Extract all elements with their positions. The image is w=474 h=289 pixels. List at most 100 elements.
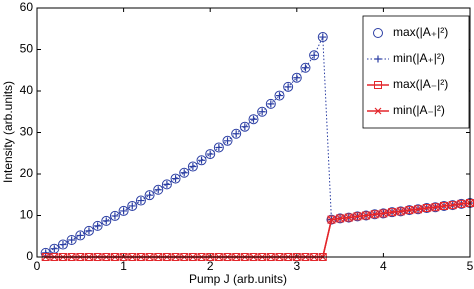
marker bbox=[161, 179, 172, 190]
legend-box bbox=[362, 15, 470, 129]
marker bbox=[362, 212, 370, 219]
marker bbox=[170, 173, 181, 184]
marker bbox=[215, 143, 223, 151]
y-tick-label: 50 bbox=[20, 42, 34, 56]
legend-label: max(|A₋|²) bbox=[393, 77, 448, 91]
marker bbox=[405, 206, 413, 214]
marker bbox=[172, 175, 180, 183]
marker bbox=[232, 130, 240, 138]
y-tick-label: 0 bbox=[26, 249, 33, 263]
marker bbox=[92, 220, 103, 231]
legend-label: max(|A₊|²) bbox=[393, 25, 448, 39]
marker bbox=[457, 200, 465, 208]
y-tick-label: 10 bbox=[20, 208, 34, 222]
marker bbox=[146, 191, 154, 199]
marker bbox=[345, 214, 353, 221]
y-tick-label: 60 bbox=[20, 0, 34, 14]
marker bbox=[144, 190, 155, 201]
marker bbox=[275, 92, 283, 100]
marker bbox=[85, 227, 93, 235]
marker bbox=[267, 100, 275, 108]
x-tick-label: 0 bbox=[34, 259, 41, 273]
marker bbox=[248, 114, 259, 125]
marker bbox=[153, 184, 164, 195]
marker bbox=[50, 245, 58, 253]
x-tick-label: 3 bbox=[293, 259, 300, 273]
marker bbox=[284, 83, 292, 91]
marker bbox=[309, 50, 320, 61]
marker bbox=[414, 205, 422, 213]
marker bbox=[449, 201, 457, 209]
marker bbox=[222, 135, 233, 146]
marker bbox=[257, 106, 268, 117]
marker bbox=[154, 186, 162, 194]
marker bbox=[336, 214, 344, 222]
y-tick-label: 20 bbox=[20, 166, 34, 180]
x-tick-label: 4 bbox=[380, 259, 387, 273]
plot-frame bbox=[36, 7, 471, 258]
marker bbox=[137, 197, 145, 205]
marker bbox=[374, 55, 382, 63]
marker bbox=[231, 128, 242, 139]
marker bbox=[180, 169, 188, 177]
y-tick-label: 30 bbox=[20, 125, 34, 139]
marker bbox=[128, 202, 136, 210]
marker bbox=[42, 249, 50, 257]
marker bbox=[328, 216, 335, 224]
marker bbox=[258, 108, 266, 116]
marker bbox=[57, 239, 68, 250]
marker bbox=[94, 222, 102, 230]
legend-label: min(|A₊|²) bbox=[393, 51, 445, 65]
marker bbox=[111, 212, 119, 220]
marker bbox=[440, 202, 448, 210]
x-axis-label: Pump J (arb.units) bbox=[189, 272, 287, 286]
y-axis-label: Intensity (arb.units) bbox=[1, 81, 15, 183]
marker bbox=[189, 163, 197, 171]
marker bbox=[68, 236, 76, 244]
x-tick-label: 2 bbox=[207, 259, 214, 273]
marker bbox=[301, 64, 309, 72]
marker bbox=[66, 234, 77, 245]
marker bbox=[371, 210, 379, 218]
x-tick-label: 1 bbox=[120, 259, 127, 273]
marker bbox=[423, 204, 431, 212]
marker bbox=[120, 207, 128, 215]
marker bbox=[213, 142, 224, 153]
marker bbox=[206, 150, 214, 158]
marker bbox=[196, 155, 207, 166]
marker bbox=[198, 156, 206, 164]
marker bbox=[353, 212, 361, 220]
marker bbox=[224, 137, 232, 145]
marker bbox=[127, 200, 138, 211]
x-tick-label: 5 bbox=[467, 259, 474, 273]
marker bbox=[431, 203, 439, 211]
marker bbox=[75, 230, 86, 241]
legend-label: min(|A₋|²) bbox=[393, 103, 445, 117]
marker bbox=[83, 225, 94, 236]
marker bbox=[291, 72, 302, 83]
marker bbox=[283, 81, 294, 92]
marker bbox=[265, 98, 276, 109]
marker bbox=[179, 167, 190, 178]
marker bbox=[250, 115, 257, 123]
marker bbox=[241, 123, 249, 131]
marker bbox=[163, 180, 171, 188]
marker bbox=[374, 107, 382, 115]
marker bbox=[274, 90, 285, 101]
marker bbox=[187, 161, 198, 172]
marker bbox=[59, 241, 67, 249]
marker bbox=[109, 210, 120, 221]
marker bbox=[239, 121, 250, 132]
marker bbox=[379, 210, 387, 217]
marker bbox=[118, 205, 129, 216]
marker bbox=[135, 195, 146, 206]
marker bbox=[397, 207, 405, 215]
marker bbox=[300, 62, 311, 73]
y-tick-label: 40 bbox=[20, 83, 34, 97]
marker bbox=[319, 33, 327, 41]
marker bbox=[76, 231, 84, 239]
marker bbox=[102, 217, 110, 225]
marker bbox=[388, 208, 396, 216]
series-line bbox=[45, 202, 471, 258]
